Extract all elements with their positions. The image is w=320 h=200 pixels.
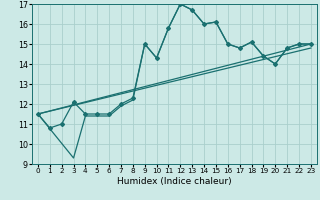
X-axis label: Humidex (Indice chaleur): Humidex (Indice chaleur) [117,177,232,186]
